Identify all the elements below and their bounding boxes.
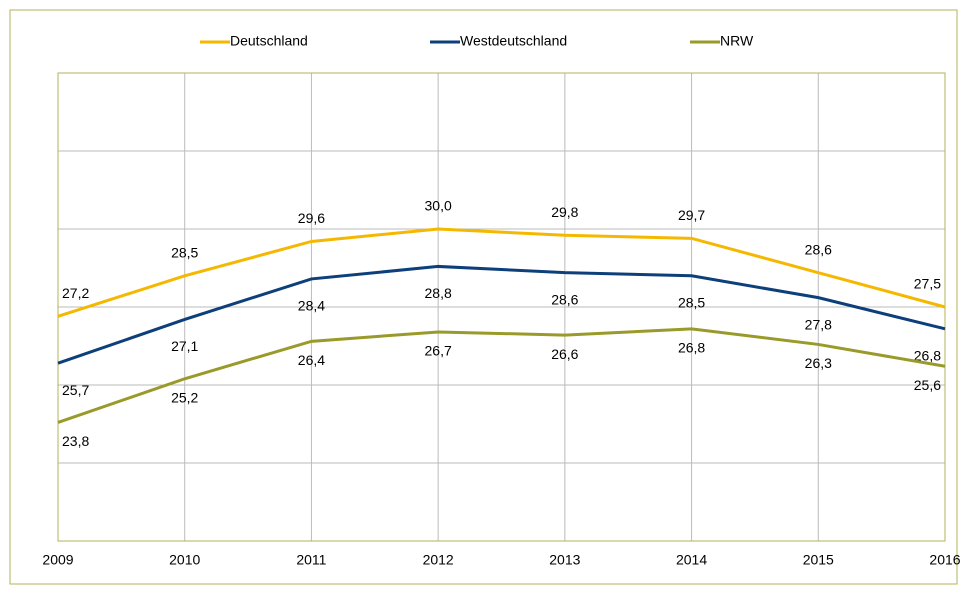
data-label: 26,6	[551, 346, 578, 362]
data-label: 25,2	[171, 389, 198, 405]
data-label: 25,6	[914, 377, 941, 393]
data-label: 23,8	[62, 433, 89, 449]
x-tick-label: 2012	[423, 552, 454, 568]
data-label: 26,4	[298, 352, 325, 368]
data-label: 26,8	[914, 348, 941, 364]
legend-label: NRW	[720, 33, 754, 49]
data-label: 25,7	[62, 382, 89, 398]
data-label: 28,5	[171, 245, 198, 261]
data-label: 27,2	[62, 285, 89, 301]
data-label: 29,8	[551, 204, 578, 220]
x-tick-label: 2016	[929, 552, 960, 568]
data-label: 28,5	[678, 295, 705, 311]
data-line	[57, 227, 946, 318]
data-label: 28,4	[298, 298, 325, 314]
x-tick-label: 2015	[803, 552, 834, 568]
data-line	[57, 327, 946, 424]
legend-label: Westdeutschland	[460, 33, 567, 49]
legend-label: Deutschland	[230, 33, 308, 49]
data-label: 26,8	[678, 340, 705, 356]
data-label: 27,1	[171, 338, 198, 354]
x-tick-label: 2013	[549, 552, 580, 568]
x-tick-label: 2009	[42, 552, 73, 568]
x-tick-label: 2011	[296, 552, 326, 568]
data-label: 26,7	[425, 343, 452, 359]
data-label: 27,5	[914, 276, 941, 292]
chart-frame	[9, 9, 958, 585]
data-label: 26,3	[805, 355, 832, 371]
data-label: 28,6	[551, 291, 578, 307]
data-label: 29,7	[678, 207, 705, 223]
data-label: 29,6	[298, 210, 325, 226]
x-tick-label: 2014	[676, 552, 707, 568]
data-label: 30,0	[425, 198, 452, 214]
data-label: 28,6	[805, 241, 832, 257]
data-label: 28,8	[425, 285, 452, 301]
x-tick-label: 2010	[169, 552, 200, 568]
data-line	[57, 264, 946, 365]
data-label: 27,8	[805, 316, 832, 332]
